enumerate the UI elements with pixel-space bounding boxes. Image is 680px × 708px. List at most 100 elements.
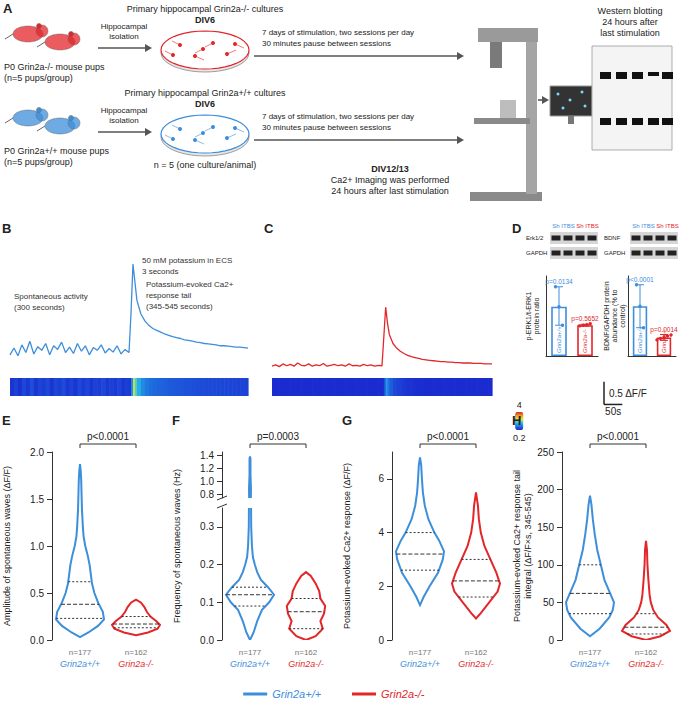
- svg-text:0.0: 0.0: [200, 635, 214, 646]
- svg-text:Grin2a-/-: Grin2a-/-: [582, 329, 588, 353]
- svg-text:3 seconds: 3 seconds: [142, 267, 178, 276]
- svg-text:Grin2a+/+: Grin2a+/+: [556, 326, 562, 353]
- svg-text:Erk1/2: Erk1/2: [526, 235, 544, 241]
- svg-text:DIV12/13: DIV12/13: [371, 164, 409, 174]
- svg-text:1.0: 1.0: [200, 476, 214, 487]
- svg-text:0.3: 0.3: [200, 521, 214, 532]
- svg-text:0.8: 0.8: [200, 489, 214, 500]
- svg-text:50s: 50s: [605, 406, 621, 417]
- svg-text:Potassium-evoked Ca2+ response: Potassium-evoked Ca2+ response (ΔF/F): [342, 463, 352, 629]
- svg-text:Grin2a-/-: Grin2a-/-: [381, 688, 425, 700]
- svg-text:100: 100: [537, 559, 554, 570]
- svg-text:E: E: [2, 413, 11, 428]
- svg-text:n=162: n=162: [635, 648, 658, 657]
- svg-text:Frequency of spontaneous waves: Frequency of spontaneous waves (Hz): [172, 469, 182, 623]
- svg-text:Sh: Sh: [552, 223, 559, 229]
- svg-text:control): control): [619, 304, 627, 327]
- svg-text:F: F: [172, 413, 180, 428]
- svg-text:24 hours after: 24 hours after: [602, 17, 658, 27]
- svg-text:n = 5 (one culture/animal): n = 5 (one culture/animal): [154, 160, 256, 170]
- svg-text:n=177: n=177: [69, 648, 92, 657]
- svg-text:2.0: 2.0: [30, 447, 44, 458]
- svg-text:P0 Grin2a-/- mouse pups: P0 Grin2a-/- mouse pups: [4, 62, 105, 72]
- svg-text:0.2: 0.2: [513, 433, 526, 443]
- svg-text:p<0.0001: p<0.0001: [626, 276, 654, 284]
- svg-text:Grin2a-/-: Grin2a-/-: [628, 659, 664, 669]
- svg-text:1.0: 1.0: [30, 541, 44, 552]
- svg-text:A: A: [3, 1, 13, 16]
- svg-text:4: 4: [378, 527, 384, 538]
- svg-text:0.1: 0.1: [200, 597, 214, 608]
- svg-text:(300 seconds): (300 seconds): [14, 303, 65, 312]
- svg-text:n=162: n=162: [465, 648, 488, 657]
- svg-text:n=162: n=162: [125, 648, 148, 657]
- svg-text:n=177: n=177: [579, 648, 602, 657]
- svg-text:BDNF: BDNF: [604, 235, 621, 241]
- svg-text:Primary hippocampal Grin2a-/-: Primary hippocampal Grin2a-/- cultures: [127, 4, 284, 14]
- svg-text:Grin2a+/+: Grin2a+/+: [570, 659, 610, 669]
- svg-text:last stimulation: last stimulation: [600, 28, 660, 38]
- svg-text:Potassium-evoked Ca2+ response: Potassium-evoked Ca2+ response tail: [512, 470, 522, 622]
- svg-text:P0 Grin2a+/+ mouse pups: P0 Grin2a+/+ mouse pups: [4, 146, 110, 156]
- svg-text:GAPDH: GAPDH: [526, 250, 547, 256]
- svg-text:1.5: 1.5: [30, 494, 44, 505]
- svg-text:Grin2a+/+: Grin2a+/+: [230, 659, 270, 669]
- svg-text:GAPDH: GAPDH: [604, 250, 625, 256]
- svg-text:Potassium-evoked Ca2+: Potassium-evoked Ca2+: [146, 280, 234, 289]
- svg-text:B: B: [2, 221, 11, 236]
- svg-text:p=0.0134: p=0.0134: [545, 278, 573, 286]
- svg-text:200: 200: [537, 484, 554, 495]
- svg-text:G: G: [342, 413, 352, 428]
- svg-text:Grin2a+/+: Grin2a+/+: [272, 688, 321, 700]
- svg-text:ITBS: ITBS: [561, 223, 574, 229]
- svg-text:0.2: 0.2: [200, 559, 214, 570]
- svg-text:p<0.0001: p<0.0001: [87, 431, 129, 442]
- svg-text:Grin2a+/+: Grin2a+/+: [60, 659, 100, 669]
- svg-text:6: 6: [378, 473, 384, 484]
- svg-text:50 mM potassium in ECS: 50 mM potassium in ECS: [142, 256, 232, 265]
- svg-text:1.2: 1.2: [200, 463, 214, 474]
- svg-text:ITBS: ITBS: [665, 223, 678, 229]
- svg-text:Grin2a-/-: Grin2a-/-: [661, 329, 667, 353]
- svg-text:Amplitude of spontaneous waves: Amplitude of spontaneous waves (ΔF/F): [2, 466, 12, 626]
- svg-text:ITBS: ITBS: [641, 223, 654, 229]
- svg-text:Western blotting: Western blotting: [598, 6, 663, 16]
- svg-text:protein ratio: protein ratio: [533, 297, 541, 334]
- svg-text:ITBS: ITBS: [585, 223, 598, 229]
- svg-text:Hippocampal: Hippocampal: [101, 22, 148, 31]
- svg-text:p<0.0001: p<0.0001: [427, 431, 469, 442]
- svg-text:0.0: 0.0: [30, 635, 44, 646]
- svg-text:Ca2+ Imaging was performed: Ca2+ Imaging was performed: [331, 175, 449, 185]
- svg-text:n=177: n=177: [409, 648, 432, 657]
- svg-text:2: 2: [378, 581, 384, 592]
- svg-text:Primary hippocampal Grin2a+/+: Primary hippocampal Grin2a+/+ cultures: [124, 88, 286, 98]
- svg-text:n=162: n=162: [295, 648, 318, 657]
- svg-text:(n=5 pups/group): (n=5 pups/group): [4, 73, 73, 83]
- svg-text:p<0.0001: p<0.0001: [597, 431, 639, 442]
- svg-text:abundance (% to: abundance (% to: [611, 289, 619, 342]
- svg-text:Sh: Sh: [656, 223, 663, 229]
- svg-text:BDNF/GAPDH protein: BDNF/GAPDH protein: [603, 281, 611, 350]
- svg-text:p=0.0014: p=0.0014: [650, 326, 678, 334]
- svg-text:Grin2a+/+: Grin2a+/+: [400, 659, 440, 669]
- svg-text:0: 0: [548, 635, 554, 646]
- svg-text:0.5: 0.5: [30, 588, 44, 599]
- svg-text:0.5 ΔF/F: 0.5 ΔF/F: [609, 388, 647, 399]
- svg-text:(n=5 pups/group): (n=5 pups/group): [4, 157, 73, 167]
- svg-text:250: 250: [537, 447, 554, 458]
- svg-text:7 days of stimulation, two ses: 7 days of stimulation, two sessions per …: [262, 28, 414, 37]
- svg-text:Hippocampal: Hippocampal: [101, 106, 148, 115]
- svg-text:7 days of stimulation, two ses: 7 days of stimulation, two sessions per …: [262, 112, 414, 121]
- svg-text:4: 4: [517, 400, 522, 410]
- svg-text:1.4: 1.4: [200, 450, 214, 461]
- svg-text:DIV6: DIV6: [195, 99, 215, 109]
- svg-text:DIV6: DIV6: [195, 15, 215, 25]
- svg-text:150: 150: [537, 522, 554, 533]
- svg-text:Spontaneous activity: Spontaneous activity: [14, 292, 88, 301]
- svg-text:n=177: n=177: [239, 648, 262, 657]
- svg-text:C: C: [264, 221, 274, 236]
- svg-text:(345-545 seconds): (345-545 seconds): [146, 302, 213, 311]
- svg-text:Grin2a-/-: Grin2a-/-: [458, 659, 494, 669]
- svg-text:p-ERK1/t-ERK1: p-ERK1/t-ERK1: [525, 291, 533, 340]
- svg-text:integral (ΔF/F×s, 345-545): integral (ΔF/F×s, 345-545): [523, 493, 533, 598]
